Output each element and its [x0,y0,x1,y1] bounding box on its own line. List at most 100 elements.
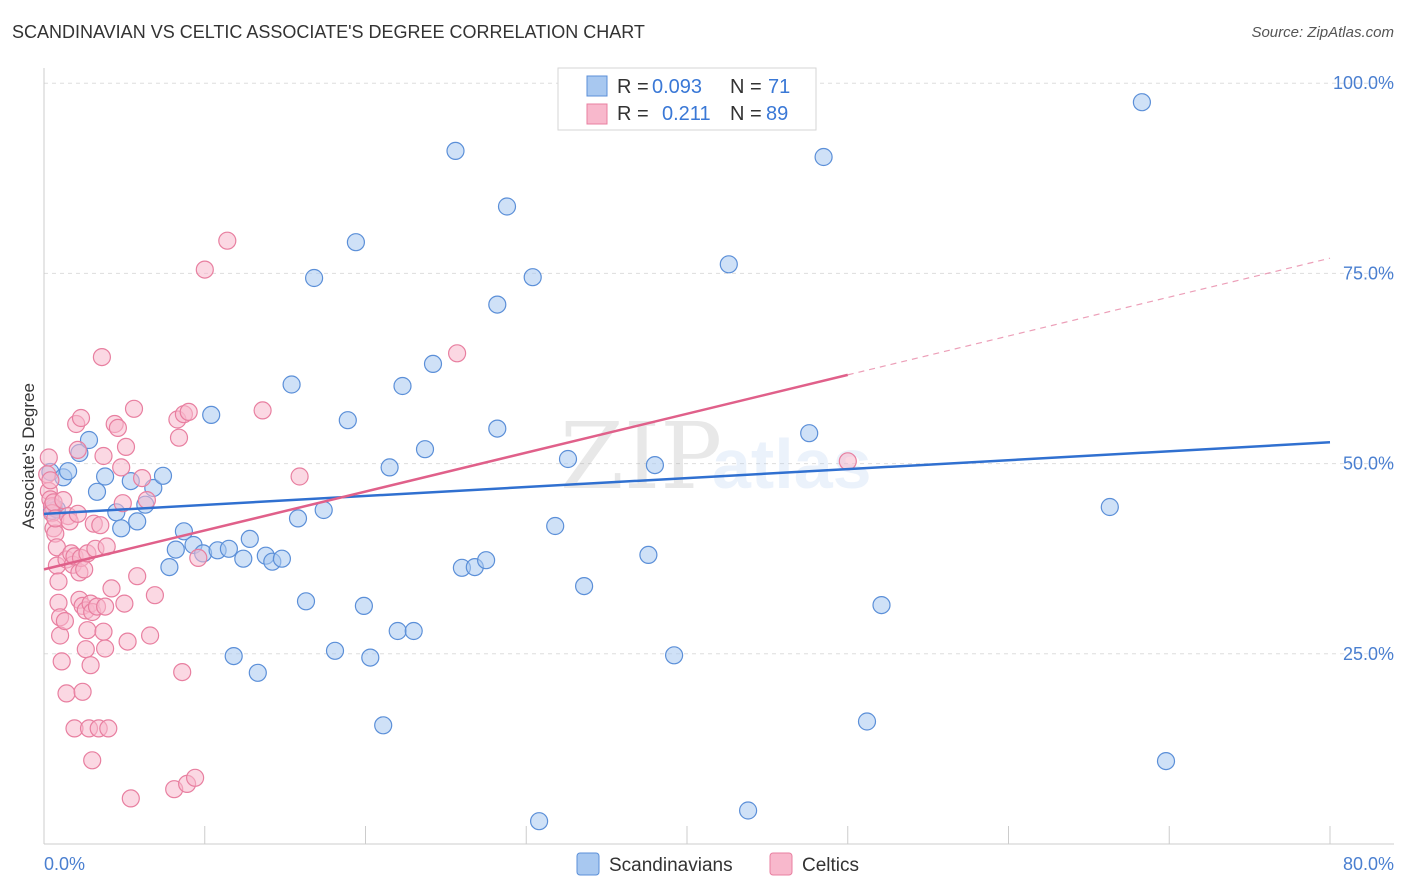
scandinavians-point-16 [153,466,173,485]
celtics-point-80 [179,402,198,421]
x-ticks [204,826,1331,844]
scandinavians-point-39 [346,233,365,252]
scandinavians-point-69 [872,595,891,615]
celtics-point-13 [49,572,68,591]
watermark: ZIP atlas [560,403,872,510]
scandinavians-point-61 [639,545,658,565]
legend-n-label-1: N = [730,76,762,98]
celtics-trend-extension [847,257,1331,376]
scandinavians-trend-line [43,441,1331,516]
x-tick-label-min: 0.0% [44,854,85,874]
scandinavians-point-40 [354,596,373,616]
celtics-point-66 [118,632,137,651]
y-tick-label-25: 25.0% [1343,644,1394,664]
celtics-point-84 [218,231,237,250]
celtics-point-37 [75,560,94,579]
celtics-point-87 [448,344,467,363]
celtics-point-52 [92,348,112,367]
scandinavians-point-8 [87,482,107,501]
scandinavians-point-48 [423,354,443,373]
scandinavians-point-65 [738,801,758,820]
scandinavians-point-41 [361,648,380,667]
celtics-point-1 [39,448,58,467]
x-tick-label-max: 80.0% [1343,854,1394,874]
scandinavians-point-43 [380,458,399,477]
scandinavians-point-64 [719,255,738,274]
legend-n-label-2: N = [730,103,762,125]
y-axis-title: Associate's Degree [19,383,38,529]
celtics-point-29 [68,440,87,459]
legend-swatch-celtics [769,852,793,876]
legend-swatch-blue [586,75,608,97]
scandinavians-point-49 [446,141,465,160]
celtics-point-18 [54,491,73,510]
legend-swatch-scandinavians [576,852,600,876]
scandinavians-point-38 [338,411,357,430]
watermark-zip: ZIP [560,403,722,510]
celtics-trend-line [43,373,849,571]
scandinavians-point-28 [248,663,267,682]
celtics-point-73 [145,586,164,605]
scandinavians-point-57 [529,812,549,831]
scandinavians-point-9 [95,467,115,486]
scandinavians-point-71 [1132,93,1152,112]
celtics-point-21 [57,684,76,703]
celtics-point-58 [99,719,118,738]
legend-r-value-1: 0.093 [652,76,702,98]
scandinavians-point-70 [1100,497,1119,517]
y-tick-label-50: 50.0% [1343,454,1394,474]
chart-source: Source: ZipAtlas.com [1251,24,1394,41]
scandinavians-point-68 [857,712,877,731]
scandinavians-point-67 [814,147,833,167]
scandinavians-point-5 [58,462,78,481]
scandinavians-point-17 [160,557,179,577]
scandinavians-point-27 [240,529,259,549]
celtics-point-85 [253,401,272,420]
scandinavians-point-32 [282,375,301,394]
scandinavians-point-66 [800,424,819,443]
scandinavians-point-25 [224,646,243,666]
trend-lines [43,257,1331,571]
y-tick-label-75: 75.0% [1343,263,1394,283]
celtics-point-65 [116,437,136,456]
scandinavians-point-58 [546,516,565,536]
scandinavians-point-22 [202,405,221,424]
celtics-point-86 [290,467,309,486]
y-tick-labels: 25.0% 50.0% 75.0% 100.0% [1333,73,1394,664]
scandinavians-point-35 [305,268,324,288]
scandinavians-point-72 [1156,751,1176,771]
legend-r-value-2: 0.211 [662,103,711,125]
legend-label-scandinavians: Scandinavians [609,855,733,876]
celtics-point-83 [195,260,214,279]
celtics-point-36 [73,682,92,701]
celtics-point-54 [94,622,113,641]
legend-swatch-pink [586,103,608,125]
scandinavians-point-63 [664,646,684,665]
legend-r-label-2: R = [617,103,649,125]
scandinavians-point-46 [404,621,423,641]
scandinavians-point-24 [219,539,238,558]
scandinavians-point-18 [166,540,185,559]
y-tick-label-100: 100.0% [1333,73,1394,93]
legend-n-value-2: 89 [766,103,788,125]
scandinavians-point-34 [296,592,316,611]
celtics-point-70 [133,469,152,488]
celtics-point-77 [173,662,192,682]
celtics-point-53 [94,446,113,466]
celtics-point-19 [55,611,75,631]
celtics-point-17 [52,652,71,671]
celtics-point-68 [124,399,144,418]
scandinavians-point-56 [523,268,542,287]
legend-label-celtics: Celtics [802,855,859,876]
celtics-point-67 [121,789,140,808]
celtics-point-3 [41,471,60,490]
celtics-point-69 [128,567,147,586]
scandinavians-point-53 [488,419,507,438]
scandinavians-point-54 [488,295,507,314]
celtics-point-33 [71,408,91,428]
celtics-point-46 [83,751,102,770]
scandinavians-point-52 [477,551,496,570]
celtics-point-51 [91,516,110,535]
legend-n-value-1: 71 [768,76,790,98]
